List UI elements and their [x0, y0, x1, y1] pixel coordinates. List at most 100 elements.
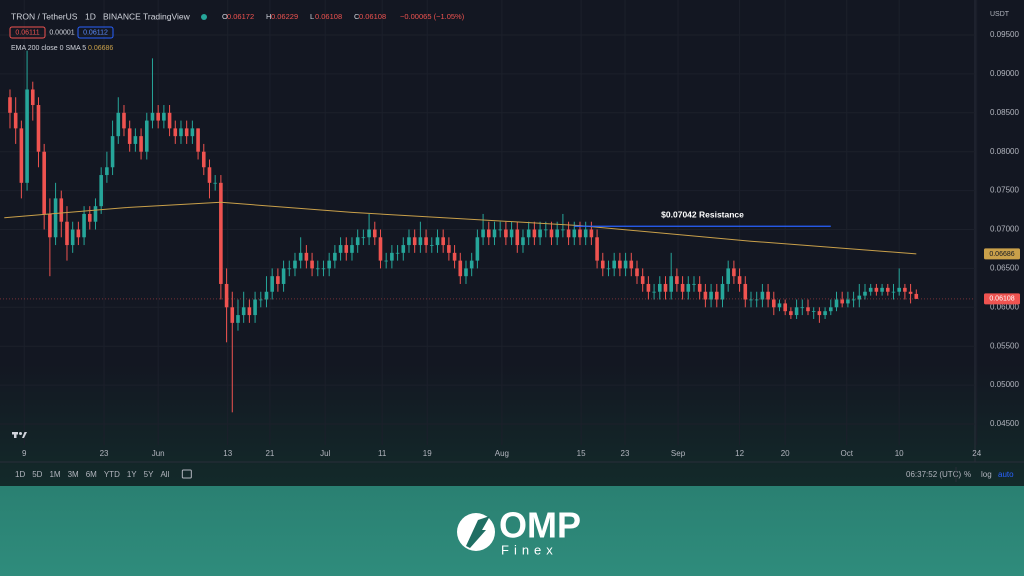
candle-body: [270, 276, 274, 292]
candle-body: [412, 237, 417, 246]
x-tick-label: Aug: [495, 449, 509, 458]
candle-body: [116, 112, 121, 137]
candle-body: [566, 229, 571, 238]
tv-logo: [12, 432, 27, 438]
candle-body: [401, 245, 406, 253]
footer-logo: [457, 513, 495, 551]
candle-body: [709, 291, 713, 300]
range-button[interactable]: All: [160, 470, 169, 479]
range-button[interactable]: 5Y: [144, 470, 154, 479]
range-button[interactable]: YTD: [104, 470, 120, 479]
candle-body: [338, 245, 343, 253]
ema-line: [4, 201, 917, 255]
candle-body: [475, 237, 480, 261]
ohlc-value: 0.06172: [227, 12, 254, 21]
range-button[interactable]: 6M: [86, 470, 97, 479]
range-button[interactable]: 1D: [15, 470, 25, 479]
candle-body: [526, 229, 531, 238]
ema-name: EMA 200 close 0 SMA 5: [11, 45, 86, 52]
y-tick-label: 0.08000: [990, 147, 1019, 156]
candle-body: [184, 128, 189, 137]
candle-body: [355, 237, 360, 246]
resistance-label: $0.07042 Resistance: [661, 209, 744, 219]
x-tick-label: 13: [223, 449, 232, 458]
screenshot-icon[interactable]: [181, 469, 192, 479]
candle-body: [549, 229, 554, 238]
scale-option[interactable]: log: [981, 470, 992, 479]
candle-body: [213, 182, 217, 184]
candle-body: [498, 229, 502, 231]
x-tick-label: 23: [621, 449, 630, 458]
y-tick-label: 0.07000: [990, 225, 1019, 234]
candle-body: [828, 307, 833, 312]
candle-body: [863, 291, 867, 296]
scale-option[interactable]: %: [964, 470, 971, 479]
candle-body: [253, 299, 257, 316]
ohlc-key: O: [222, 12, 228, 21]
candle-body: [201, 151, 206, 168]
candle-body: [464, 268, 468, 277]
candle-body: [618, 260, 622, 269]
candle-body: [578, 229, 582, 238]
candle-body: [25, 89, 29, 183]
candle-body: [572, 229, 577, 238]
candle-body: [737, 276, 742, 284]
candle-body: [714, 291, 719, 300]
candle-body: [629, 260, 634, 269]
candle-body: [333, 252, 337, 261]
candle-body: [196, 128, 200, 152]
ohlc-value: 0.06108: [315, 12, 342, 21]
candle-body: [230, 307, 235, 323]
candle-body: [264, 291, 269, 300]
candle-body: [771, 299, 776, 308]
candle-body: [224, 283, 229, 308]
candle-body: [504, 229, 508, 238]
candle-body: [19, 128, 24, 183]
range-button[interactable]: 1Y: [127, 470, 137, 479]
x-tick-label: Jul: [320, 449, 330, 458]
candle-body: [669, 276, 673, 292]
candle-body: [806, 307, 810, 312]
y-tick-label: 0.04500: [990, 419, 1019, 428]
candle-body: [429, 245, 434, 246]
candle-body: [59, 198, 64, 222]
candle-body: [589, 229, 594, 238]
scale-option[interactable]: auto: [998, 470, 1014, 479]
candle-body: [891, 291, 896, 293]
y-tick-label: 0.08500: [990, 108, 1019, 117]
candle-body: [162, 112, 166, 121]
candle-body: [99, 175, 103, 207]
range-button[interactable]: 5D: [32, 470, 42, 479]
change: −0.00065 (−1.05%): [400, 12, 465, 21]
candle-body: [276, 276, 280, 284]
ohlc-value: 0.06229: [271, 12, 298, 21]
candle-body: [703, 291, 708, 300]
candle-body: [652, 291, 656, 293]
candle-body: [692, 283, 696, 285]
candle-body: [122, 112, 126, 129]
candle-body: [635, 268, 639, 277]
x-tick-label: Jun: [152, 449, 165, 458]
candle-body: [766, 291, 770, 300]
range-button[interactable]: 1M: [49, 470, 60, 479]
y-tick-label: 0.06500: [990, 264, 1019, 273]
candle-body: [110, 136, 115, 168]
candle-body: [469, 260, 474, 269]
plot: [4, 50, 919, 413]
candle-body: [105, 167, 109, 176]
candle-body: [207, 167, 212, 183]
candle-body: [800, 307, 805, 309]
y-tick-label: 0.09500: [990, 30, 1019, 39]
candle-body: [407, 237, 411, 246]
candle-body: [914, 293, 919, 299]
candle-body: [595, 237, 599, 261]
candle-body: [310, 260, 314, 269]
candle-body: [156, 112, 160, 121]
range-button[interactable]: 3M: [68, 470, 79, 479]
candle-body: [36, 105, 41, 152]
candle-body: [754, 299, 759, 301]
ema-tag: 0.06686: [989, 251, 1014, 258]
candle-body: [521, 237, 525, 246]
candle-body: [538, 229, 542, 238]
